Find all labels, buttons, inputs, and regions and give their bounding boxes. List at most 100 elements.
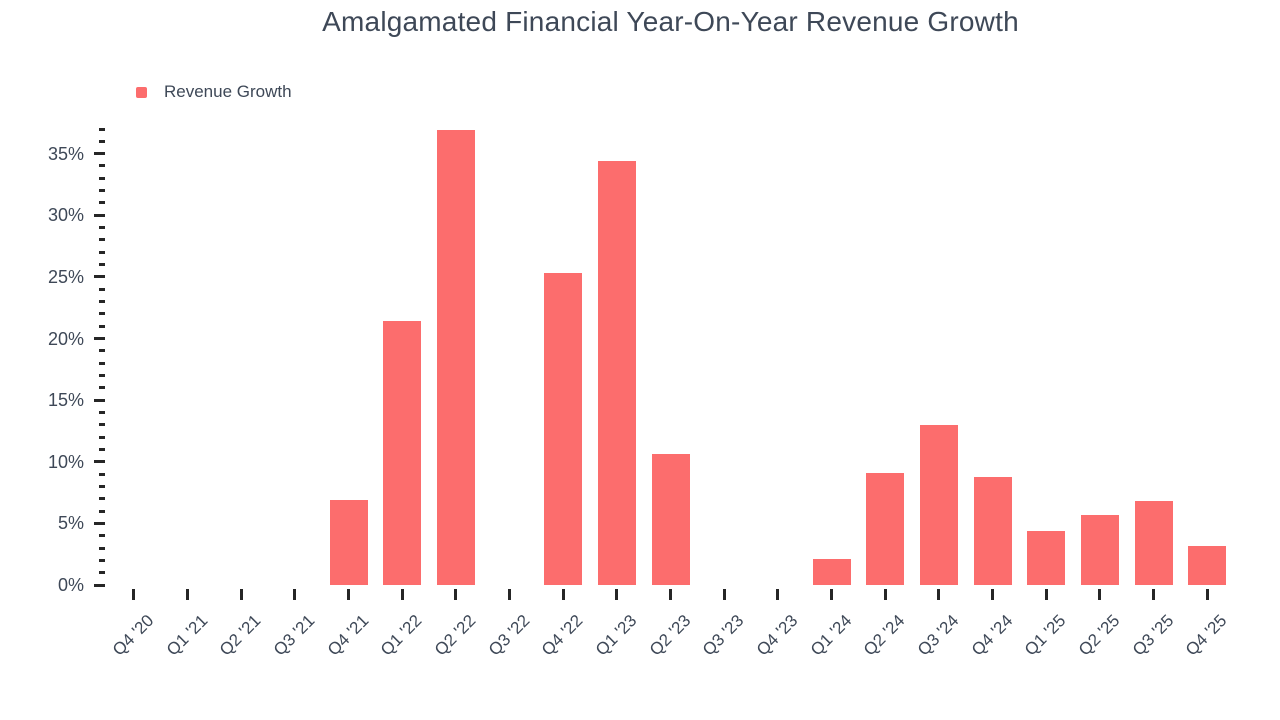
y-minor-tick [99, 374, 105, 377]
y-minor-tick [99, 484, 105, 488]
y-minor-tick [99, 201, 105, 205]
y-major-tick [94, 275, 105, 279]
x-tick [615, 589, 619, 600]
y-tick-label: 20% [47, 328, 84, 349]
x-tick [239, 589, 243, 600]
bar [973, 476, 1012, 585]
x-tick [561, 589, 565, 600]
x-axis-label: Q1 '24 [806, 611, 855, 660]
x-axis-label: Q2 '21 [216, 611, 265, 660]
y-minor-tick [99, 472, 105, 476]
y-minor-tick [99, 226, 105, 230]
bar [812, 559, 851, 585]
y-axis: 0% 5% 10% 15% 20% 25% 30% 35% [0, 127, 107, 595]
y-major-tick [94, 337, 105, 341]
x-axis-label: Q2 '25 [1074, 611, 1124, 660]
y-minor-tick [99, 386, 105, 390]
y-major-tick [94, 152, 105, 156]
x-tick [347, 589, 350, 600]
y-minor-tick [99, 164, 105, 168]
x-axis-label: Q4 '22 [538, 611, 587, 660]
y-minor-tick [99, 238, 105, 242]
bar [329, 499, 368, 585]
bar [866, 472, 905, 585]
y-minor-tick [99, 250, 105, 254]
x-tick [830, 589, 833, 600]
x-axis-label: Q3 '21 [269, 611, 319, 660]
x-axis-label: Q4 '21 [323, 611, 372, 660]
legend-marker-icon [136, 86, 147, 98]
x-tick [454, 589, 458, 600]
legend: Revenue Growth [136, 82, 292, 102]
y-minor-tick [99, 287, 105, 291]
x-axis-label: Q1 '21 [162, 611, 211, 660]
bar [436, 130, 475, 585]
x-tick [1205, 589, 1209, 600]
bar [383, 321, 422, 585]
y-minor-tick [99, 497, 105, 501]
y-minor-tick [99, 312, 105, 316]
bar [544, 273, 583, 585]
y-minor-tick [99, 189, 105, 193]
bar [919, 424, 958, 585]
x-axis-label: Q2 '23 [645, 611, 694, 660]
y-major-tick [94, 583, 105, 587]
chart-title: Amalgamated Financial Year-On-Year Reven… [322, 6, 1019, 37]
y-tick-label: 15% [47, 390, 84, 411]
x-tick [186, 589, 189, 600]
bar [597, 161, 636, 585]
x-axis-label: Q2 '22 [430, 611, 480, 660]
y-minor-tick [99, 509, 105, 513]
x-tick [508, 589, 511, 600]
y-minor-tick [99, 534, 105, 538]
x-tick [883, 589, 887, 600]
bar [651, 454, 690, 585]
x-tick [669, 589, 672, 600]
x-tick [937, 589, 941, 600]
x-tick [1152, 589, 1155, 600]
y-minor-tick [99, 300, 105, 304]
y-tick-label: 25% [47, 266, 84, 287]
x-tick [776, 589, 780, 600]
y-minor-tick [99, 571, 105, 575]
x-tick [991, 589, 994, 600]
x-axis-label: Q2 '24 [860, 611, 909, 660]
bar [1027, 530, 1066, 585]
y-minor-tick [99, 447, 105, 451]
bar [1134, 501, 1173, 585]
y-tick-label: 0% [57, 575, 84, 595]
y-tick-label: 30% [47, 205, 84, 226]
y-minor-tick [99, 546, 105, 550]
y-minor-tick [99, 263, 105, 267]
y-major-tick [94, 398, 105, 402]
y-minor-tick [99, 410, 105, 414]
bar [1080, 514, 1119, 585]
x-axis-label: Q4 '24 [967, 611, 1016, 660]
bar [1188, 545, 1227, 585]
y-minor-tick [99, 176, 105, 180]
y-minor-tick [99, 349, 105, 353]
x-tick [1098, 589, 1102, 600]
x-axis-label: Q4 '23 [752, 611, 802, 660]
y-tick-label: 5% [57, 513, 84, 534]
x-axis-label: Q3 '25 [1128, 611, 1177, 660]
y-minor-tick [99, 361, 105, 365]
x-tick [293, 589, 297, 600]
y-tick-label: 35% [47, 143, 84, 164]
x-tick [132, 589, 136, 600]
plot-area: Q4 '20 Q1 '21 Q2 '21 Q3 '21 Q4 '21 Q1 '22 Q2 '… [107, 129, 1234, 659]
y-minor-tick [99, 435, 105, 439]
x-axis-label: Q1 '22 [377, 611, 426, 660]
x-axis-label: Q1 '23 [591, 611, 641, 660]
x-axis-label: Q3 '22 [484, 611, 533, 660]
y-major-tick [94, 213, 105, 217]
y-minor-tick [99, 127, 105, 131]
y-minor-tick [99, 324, 105, 328]
x-axis-label: Q1 '25 [1021, 611, 1070, 660]
x-tick [722, 589, 726, 600]
y-major-tick [94, 460, 105, 464]
x-tick [1044, 589, 1048, 600]
x-tick [400, 589, 404, 600]
legend-label: Revenue Growth [164, 82, 292, 101]
